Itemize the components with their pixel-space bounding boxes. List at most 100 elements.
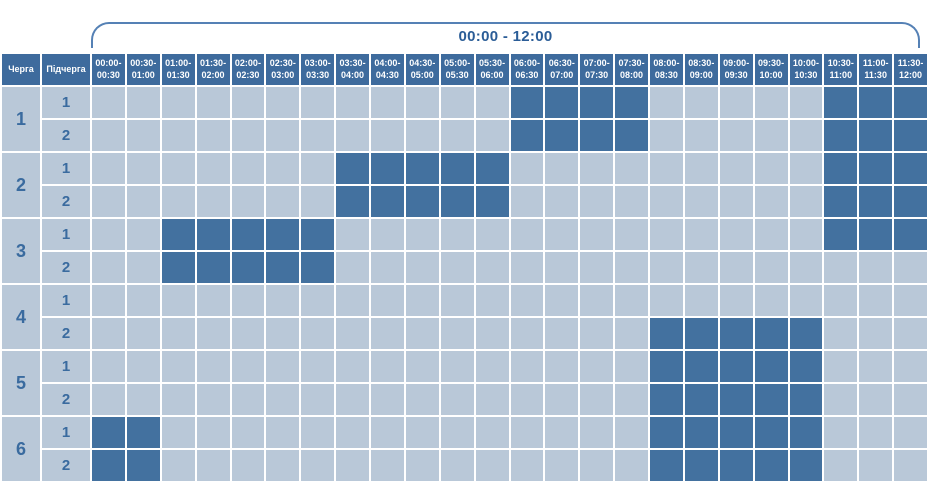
- slot-cell-q4-s2-t19: [754, 318, 788, 349]
- slot-cell-q3-s1-t18: [719, 219, 753, 250]
- slot-cell-q6-s2-t21: [824, 450, 858, 481]
- slot-cell-q2-s2-t19: [754, 186, 788, 217]
- slot-cell-q2-s1-t12: [510, 153, 544, 184]
- slot-cell-q4-s2-t23: [894, 318, 927, 349]
- slot-cell-q1-s2-t4: [231, 120, 265, 151]
- slot-cell-q4-s1-t12: [510, 285, 544, 316]
- slot-cell-q6-s1-t9: [405, 417, 439, 448]
- slot-cell-q5-s1-t16: [650, 351, 683, 382]
- slot-cell-q5-s1-t23: [894, 351, 927, 382]
- schedule-row-q3-s2: 2: [2, 252, 927, 283]
- slot-cell-q1-s1-t20: [789, 87, 823, 118]
- slot-cell-q2-s2-t12: [510, 186, 544, 217]
- slot-cell-q5-s1-t2: [161, 351, 195, 382]
- time-header-cell-11: 05:30- 06:00: [475, 54, 509, 85]
- slot-cell-q1-s2-t17: [684, 120, 718, 151]
- slot-cell-q1-s1-t7: [336, 87, 369, 118]
- slot-cell-q1-s1-t6: [301, 87, 335, 118]
- slot-cell-q2-s2-t4: [231, 186, 265, 217]
- slot-cell-q2-s1-t21: [824, 153, 858, 184]
- slot-cell-q2-s1-t11: [475, 153, 509, 184]
- slot-cell-q6-s2-t2: [161, 450, 195, 481]
- slot-cell-q1-s2-t6: [301, 120, 335, 151]
- slot-cell-q6-s1-t11: [475, 417, 509, 448]
- slot-cell-q6-s1-t2: [161, 417, 195, 448]
- slot-cell-q3-s2-t14: [580, 252, 614, 283]
- slot-cell-q5-s1-t13: [545, 351, 579, 382]
- slot-cell-q1-s1-t1: [126, 87, 160, 118]
- slot-cell-q3-s1-t23: [894, 219, 927, 250]
- slot-cell-q5-s2-t14: [580, 384, 614, 415]
- header-row: Черга Підчерга 00:00- 00:30 00:30- 01:00 01:…: [2, 54, 927, 85]
- slot-cell-q5-s1-t10: [440, 351, 474, 382]
- slot-cell-q1-s2-t8: [371, 120, 404, 151]
- slot-cell-q3-s1-t20: [789, 219, 823, 250]
- slot-cell-q3-s2-t15: [615, 252, 648, 283]
- slot-cell-q5-s2-t16: [650, 384, 683, 415]
- slot-cell-q5-s1-t9: [405, 351, 439, 382]
- slot-cell-q2-s2-t9: [405, 186, 439, 217]
- slot-cell-q1-s1-t22: [859, 87, 893, 118]
- slot-cell-q3-s2-t17: [684, 252, 718, 283]
- slot-cell-q6-s2-t22: [859, 450, 893, 481]
- slot-cell-q3-s1-t15: [615, 219, 648, 250]
- slot-cell-q1-s2-t3: [196, 120, 230, 151]
- slot-cell-q6-s2-t15: [615, 450, 648, 481]
- slot-cell-q2-s2-t7: [336, 186, 369, 217]
- slot-cell-q6-s2-t17: [684, 450, 718, 481]
- slot-cell-q6-s2-t23: [894, 450, 927, 481]
- time-header-cell-20: 10:00- 10:30: [789, 54, 823, 85]
- slot-cell-q6-s1-t22: [859, 417, 893, 448]
- slot-cell-q1-s2-t12: [510, 120, 544, 151]
- slot-cell-q6-s1-t5: [266, 417, 300, 448]
- slot-cell-q2-s1-t3: [196, 153, 230, 184]
- slot-cell-q1-s2-t11: [475, 120, 509, 151]
- slot-cell-q4-s1-t1: [126, 285, 160, 316]
- slot-cell-q4-s1-t14: [580, 285, 614, 316]
- slot-cell-q6-s1-t16: [650, 417, 683, 448]
- slot-cell-q4-s1-t17: [684, 285, 718, 316]
- slot-cell-q5-s1-t14: [580, 351, 614, 382]
- time-header-cell-21: 10:30- 11:00: [824, 54, 858, 85]
- slot-cell-q1-s1-t5: [266, 87, 300, 118]
- slot-cell-q2-s1-t23: [894, 153, 927, 184]
- subqueue-number: 1: [42, 219, 90, 250]
- slot-cell-q1-s2-t5: [266, 120, 300, 151]
- slot-cell-q4-s1-t6: [301, 285, 335, 316]
- slot-cell-q3-s1-t2: [161, 219, 195, 250]
- slot-cell-q5-s1-t21: [824, 351, 858, 382]
- slot-cell-q3-s2-t9: [405, 252, 439, 283]
- slot-cell-q4-s2-t13: [545, 318, 579, 349]
- time-header-cell-16: 08:00- 08:30: [650, 54, 683, 85]
- slot-cell-q1-s2-t19: [754, 120, 788, 151]
- slot-cell-q1-s2-t14: [580, 120, 614, 151]
- slot-cell-q5-s1-t1: [126, 351, 160, 382]
- time-header-cell-8: 04:00- 04:30: [371, 54, 404, 85]
- slot-cell-q1-s2-t10: [440, 120, 474, 151]
- slot-cell-q6-s1-t10: [440, 417, 474, 448]
- slot-cell-q2-s2-t10: [440, 186, 474, 217]
- queue-number-3: 3: [2, 219, 40, 283]
- slot-cell-q3-s2-t18: [719, 252, 753, 283]
- slot-cell-q3-s1-t19: [754, 219, 788, 250]
- slot-cell-q4-s1-t20: [789, 285, 823, 316]
- slot-cell-q1-s1-t11: [475, 87, 509, 118]
- time-range-brace: 00:00 - 12:00: [91, 22, 920, 48]
- slot-cell-q6-s2-t5: [266, 450, 300, 481]
- subqueue-number: 2: [42, 318, 90, 349]
- slot-cell-q5-s1-t5: [266, 351, 300, 382]
- schedule-row-q1-s2: 2: [2, 120, 927, 151]
- slot-cell-q3-s2-t8: [371, 252, 404, 283]
- subqueue-number: 2: [42, 384, 90, 415]
- slot-cell-q5-s2-t2: [161, 384, 195, 415]
- schedule-row-q5-s2: 2: [2, 384, 927, 415]
- slot-cell-q4-s2-t16: [650, 318, 683, 349]
- slot-cell-q4-s2-t22: [859, 318, 893, 349]
- slot-cell-q1-s2-t0: [92, 120, 125, 151]
- slot-cell-q3-s1-t8: [371, 219, 404, 250]
- slot-cell-q4-s2-t7: [336, 318, 369, 349]
- slot-cell-q2-s2-t22: [859, 186, 893, 217]
- slot-cell-q4-s1-t19: [754, 285, 788, 316]
